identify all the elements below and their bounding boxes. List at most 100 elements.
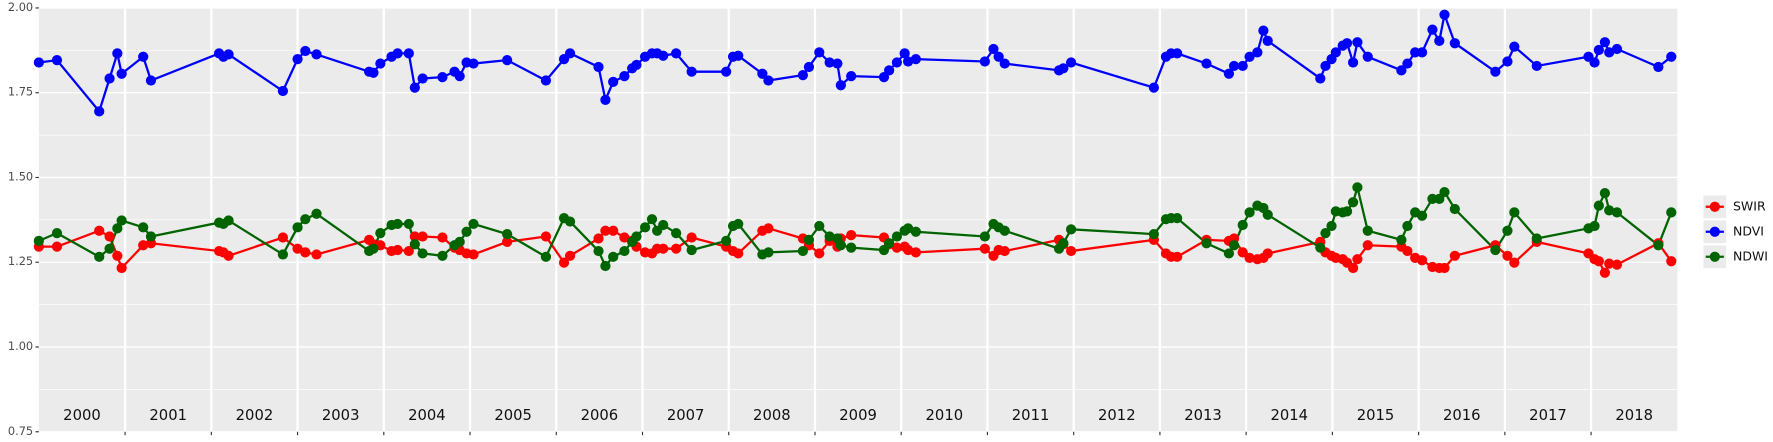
data-point bbox=[1237, 247, 1248, 258]
data-point bbox=[1599, 187, 1611, 199]
data-point bbox=[1666, 256, 1677, 267]
data-point bbox=[1320, 227, 1331, 239]
data-point bbox=[409, 239, 420, 250]
data-point bbox=[824, 57, 835, 68]
data-point bbox=[277, 85, 289, 97]
data-point bbox=[454, 70, 465, 82]
data-point bbox=[1666, 51, 1677, 62]
data-point bbox=[1402, 245, 1413, 257]
data-point bbox=[884, 65, 895, 76]
data-point bbox=[300, 247, 311, 258]
data-point bbox=[564, 48, 576, 59]
data-point bbox=[1593, 256, 1604, 267]
data-point bbox=[1172, 48, 1183, 59]
year-label: 2008 bbox=[753, 407, 791, 424]
data-point bbox=[1653, 240, 1664, 251]
data-point bbox=[757, 68, 768, 79]
data-point bbox=[368, 243, 379, 254]
data-point bbox=[1502, 250, 1513, 261]
y-tick-label: 0.75 bbox=[8, 424, 33, 438]
data-point bbox=[1347, 262, 1359, 274]
data-point bbox=[1362, 240, 1373, 251]
data-point bbox=[145, 231, 157, 242]
data-point bbox=[392, 48, 403, 59]
year-label: 2010 bbox=[926, 407, 964, 424]
data-point bbox=[145, 75, 157, 86]
year-label: 2003 bbox=[322, 407, 360, 424]
data-point bbox=[763, 247, 774, 258]
data-point bbox=[1237, 219, 1248, 231]
data-point bbox=[138, 240, 149, 251]
data-point bbox=[33, 57, 44, 68]
data-point bbox=[104, 243, 115, 254]
data-point bbox=[814, 248, 825, 259]
data-point bbox=[824, 231, 835, 242]
y-tick-label: 1.50 bbox=[8, 169, 33, 183]
data-point bbox=[999, 245, 1010, 257]
data-point bbox=[51, 55, 63, 66]
data-point bbox=[1252, 47, 1263, 58]
data-point bbox=[1362, 225, 1373, 236]
data-point bbox=[1201, 58, 1212, 69]
data-point bbox=[646, 214, 658, 225]
data-point bbox=[832, 58, 843, 69]
data-point bbox=[112, 223, 123, 234]
data-point bbox=[658, 50, 669, 61]
data-point bbox=[1352, 182, 1363, 193]
data-point bbox=[1262, 248, 1273, 259]
data-point bbox=[540, 251, 552, 262]
data-point bbox=[891, 231, 903, 242]
data-point bbox=[403, 218, 414, 230]
data-point bbox=[1599, 267, 1611, 278]
data-point bbox=[763, 223, 774, 234]
data-point bbox=[1593, 44, 1604, 56]
data-point bbox=[1611, 207, 1623, 218]
data-point bbox=[1396, 65, 1407, 76]
data-point bbox=[1402, 58, 1413, 69]
data-point bbox=[311, 249, 322, 260]
data-point bbox=[368, 67, 379, 78]
data-point bbox=[558, 257, 570, 268]
data-point bbox=[292, 222, 303, 233]
data-point bbox=[437, 72, 448, 83]
data-point bbox=[902, 56, 914, 67]
data-point bbox=[468, 218, 479, 230]
data-point bbox=[1341, 206, 1353, 217]
data-point bbox=[658, 219, 669, 231]
data-point bbox=[1058, 238, 1069, 249]
data-point bbox=[104, 231, 115, 242]
data-point bbox=[1502, 56, 1513, 67]
data-point bbox=[763, 75, 774, 86]
data-point bbox=[608, 251, 619, 262]
data-point bbox=[409, 231, 420, 242]
data-point bbox=[797, 245, 809, 257]
data-point bbox=[686, 232, 697, 243]
data-point bbox=[94, 225, 105, 236]
data-point bbox=[1244, 207, 1255, 218]
data-point bbox=[104, 73, 115, 84]
year-label: 2009 bbox=[839, 407, 877, 424]
data-point bbox=[540, 75, 552, 86]
data-point bbox=[94, 106, 105, 117]
data-point bbox=[1330, 47, 1341, 58]
legend-point bbox=[1709, 201, 1720, 212]
data-point bbox=[910, 247, 921, 258]
data-point bbox=[223, 49, 234, 60]
data-point bbox=[138, 51, 149, 62]
data-point bbox=[846, 230, 857, 241]
data-point bbox=[1065, 245, 1077, 257]
data-point bbox=[1509, 41, 1520, 52]
data-point bbox=[112, 250, 123, 261]
data-point bbox=[671, 243, 682, 254]
data-point bbox=[1223, 248, 1235, 259]
y-tick-label: 1.25 bbox=[8, 254, 33, 268]
data-point bbox=[1065, 57, 1077, 68]
data-point bbox=[686, 244, 697, 256]
data-point bbox=[468, 249, 479, 260]
data-point bbox=[51, 227, 63, 239]
data-point bbox=[835, 240, 846, 251]
data-point bbox=[1172, 213, 1183, 224]
data-point bbox=[1604, 205, 1615, 216]
data-point bbox=[1416, 210, 1428, 221]
